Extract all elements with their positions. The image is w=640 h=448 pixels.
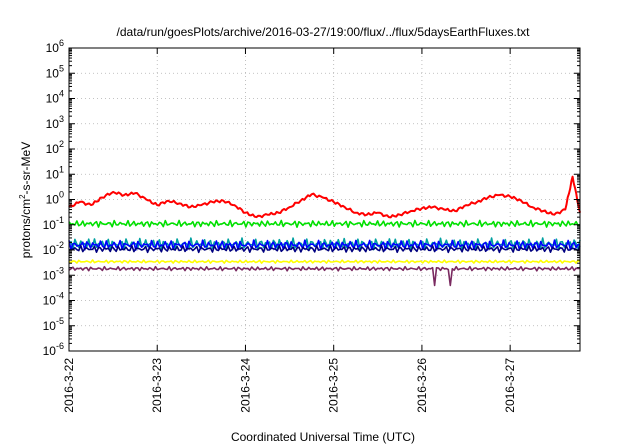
x-tick-label: 2016-3-26 xyxy=(415,358,429,413)
series-line xyxy=(68,244,581,254)
y-tick-label: 104 xyxy=(46,89,64,106)
series-layer xyxy=(68,175,581,287)
y-tick-label: 10-1 xyxy=(43,215,64,232)
x-tick-label: 2016-3-27 xyxy=(503,358,517,413)
x-tick-label: 2016-3-25 xyxy=(327,358,341,413)
y-tick-label: 10-2 xyxy=(43,240,64,257)
x-axis: 2016-3-22 2016-3-23 2016-3-24 2016-3-25 2016… xyxy=(62,48,517,413)
x-tick-label: 2016-3-22 xyxy=(62,358,76,413)
x-tick-label: 2016-3-24 xyxy=(238,358,252,413)
y-tick-label: 106 xyxy=(46,38,64,55)
chart-title: /data/run/goesPlots/archive/2016-03-27/1… xyxy=(117,25,531,39)
y-axis-label: protons/cm2-s-sr-MeV xyxy=(18,142,33,258)
series-line xyxy=(68,219,581,228)
y-tick-label: 10-4 xyxy=(43,291,64,308)
y-axis: 10-6 10-5 10-4 10-3 10-2 10-1 100 101 102 103 104 1… xyxy=(43,38,580,358)
y-tick-label: 101 xyxy=(46,164,64,181)
y-tick-label: 100 xyxy=(46,190,64,207)
grid xyxy=(69,48,580,351)
series-line xyxy=(68,175,581,219)
series-line xyxy=(68,265,580,287)
y-tick-label: 102 xyxy=(46,139,64,156)
series-line xyxy=(68,259,581,264)
y-tick-label: 10-3 xyxy=(43,265,64,282)
y-tick-label: 105 xyxy=(46,63,64,80)
series-line xyxy=(68,239,581,251)
y-tick-label: 10-6 xyxy=(43,341,64,358)
x-tick-label: 2016-3-23 xyxy=(150,358,164,413)
x-axis-label: Coordinated Universal Time (UTC) xyxy=(231,430,415,444)
y-tick-label: 10-5 xyxy=(43,316,64,333)
y-tick-label: 103 xyxy=(46,114,64,131)
